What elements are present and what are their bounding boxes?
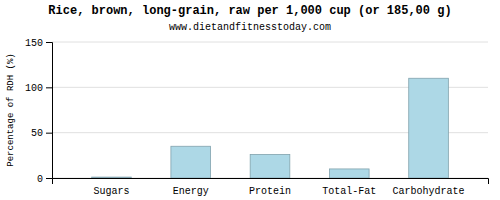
grid-line [52,42,488,43]
tick: Carbohydrate [393,186,465,197]
tick-label: 150 [25,38,43,49]
title: Rice, brown, long-grain, raw per 1,000 c… [48,4,451,18]
tick: 100 [25,83,52,94]
y-axis: 0 50 100 150 [25,38,53,185]
subtitle: www.dietandfitnesstoday.com [169,22,331,33]
tick-label: 0 [37,174,43,185]
tick-label: 100 [25,83,43,94]
axis-domain [53,179,489,185]
bar [409,78,449,178]
tick-label: Energy [173,186,209,197]
tick-label: Sugars [93,186,129,197]
tick-mark [46,87,52,88]
tick: Total-Fat [322,186,376,197]
tick-label: Carbohydrate [393,186,465,197]
axis-domain [46,43,53,179]
tick-label: Total-Fat [322,186,376,197]
plot: Sugars Energy Protein Total-Fat Carbohydrate… [25,38,489,197]
tick-label: 50 [31,128,43,139]
bars [92,78,449,178]
grid [52,42,488,178]
tick-label: Protein [249,186,291,197]
tick: 150 [25,38,52,49]
tick: Protein [249,186,291,197]
x-axis: Sugars Energy Protein Total-Fat Carbohydrate [53,179,489,198]
tick: Energy [173,186,209,197]
bar [329,169,369,178]
y-axis-label: Percentage of RDH (%) [6,53,16,166]
tick-mark [46,42,52,43]
tick: 50 [31,128,52,139]
bar [171,146,211,178]
bar [250,154,290,178]
tick: 0 [37,174,52,185]
bar [92,177,132,178]
tick-mark [46,133,52,134]
chart: Rice, brown, long-grain, raw per 1,000 c… [0,0,500,200]
tick-mark [46,178,52,179]
tick: Sugars [93,186,129,197]
